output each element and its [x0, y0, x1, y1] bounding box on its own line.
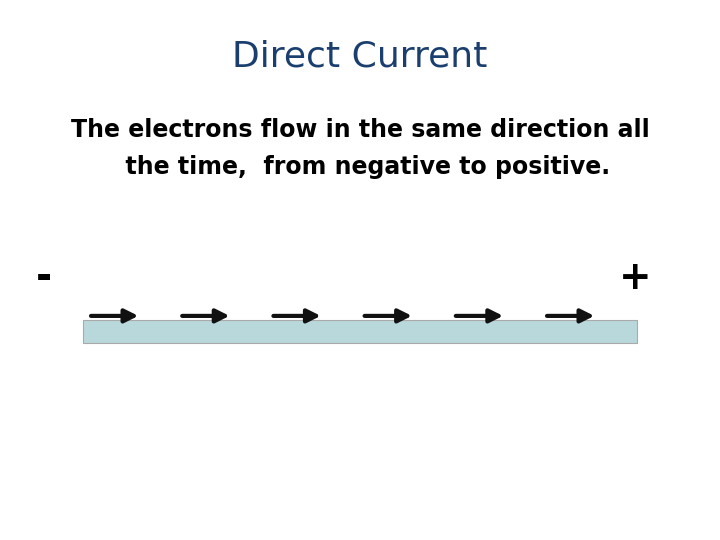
- Bar: [83, 320, 637, 343]
- Text: +: +: [619, 259, 652, 297]
- Text: -: -: [36, 259, 52, 297]
- Text: Direct Current: Direct Current: [233, 40, 487, 73]
- Text: the time,  from negative to positive.: the time, from negative to positive.: [109, 156, 611, 179]
- Text: The electrons flow in the same direction all: The electrons flow in the same direction…: [71, 118, 649, 141]
